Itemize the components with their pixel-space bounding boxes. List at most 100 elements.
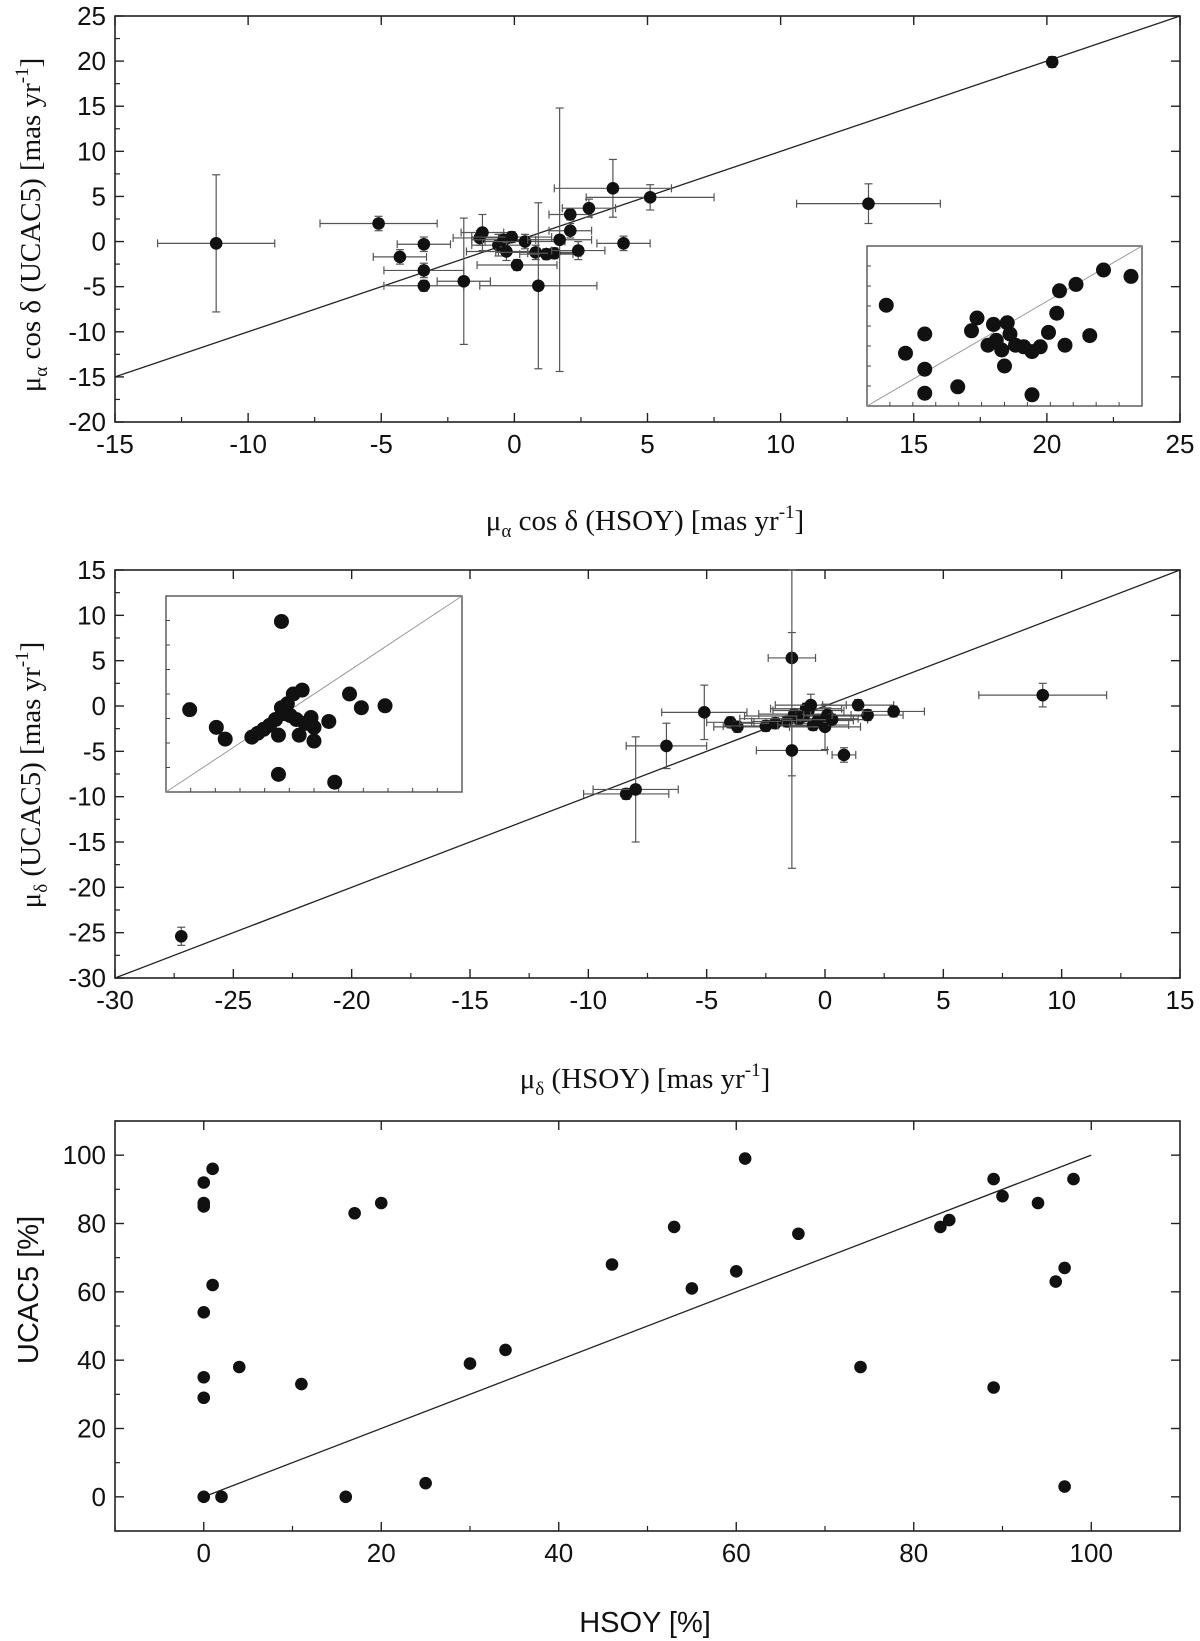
- chart-2-y-tick-label: 0: [92, 691, 106, 721]
- chart-1-x-tick-label: 10: [766, 429, 795, 459]
- chart-1-data-point: [582, 201, 596, 215]
- chart-3-data-point: [197, 1391, 211, 1405]
- chart-1-mu-alpha: -15 -10 -5 0 5 10 15 20 25-20-15-10-50510152025 …: [12, 1, 1194, 542]
- chart-2-data-point: [785, 744, 799, 757]
- chart-3-x-tick-label: 40: [544, 1538, 573, 1568]
- chart-3-data-point: [206, 1278, 219, 1292]
- chart-2-data-point: [837, 748, 851, 762]
- chart-3-y-tick-label: 80: [77, 1209, 106, 1239]
- chart-3-data-point: [685, 1282, 699, 1295]
- chart-2-data-point: [769, 716, 782, 730]
- chart-2-data-point: [887, 705, 900, 718]
- chart-1-inset-data-point: [1096, 262, 1111, 278]
- chart-1-data-point: [553, 233, 566, 247]
- chart-2-x-tick-label: -15: [451, 985, 489, 1015]
- chart-2-y-tick-label: -30: [68, 963, 106, 993]
- chart-1-inset-data-point: [1052, 283, 1067, 299]
- chart-3-x-tick-label: 100: [1070, 1538, 1113, 1568]
- chart-1-data-point: [617, 237, 630, 250]
- chart-1-data-point: [548, 246, 561, 260]
- chart-3-data-point: [197, 1196, 211, 1210]
- chart-2-y-tick-label: -25: [68, 918, 106, 948]
- chart-3-data-point: [605, 1258, 619, 1271]
- chart-2-inset: [165, 595, 463, 793]
- chart-1-data-point: [372, 217, 385, 230]
- chart-2-data-point: [174, 929, 188, 943]
- chart-3-x-axis-label: HSOY [%]: [579, 1607, 711, 1639]
- chart-1-y-tick-label: 25: [77, 1, 106, 31]
- chart-3-y-tick-label: 100: [63, 1140, 106, 1170]
- chart-1-y-tick-label: 5: [92, 181, 106, 211]
- chart-2-inset-data-point: [321, 713, 337, 729]
- chart-3-data-point: [197, 1490, 211, 1504]
- chart-3-data-point: [215, 1490, 228, 1504]
- chart-2-x-tick-label: -20: [333, 985, 371, 1015]
- chart-2-inset-data-point: [208, 719, 224, 735]
- chart-1-inset-data-point: [994, 342, 1010, 358]
- chart-2-x-axis-label: μδ (HSOY) [mas yr-1]: [520, 1060, 771, 1100]
- chart-1-inset-data-point: [1032, 339, 1048, 355]
- chart-1-y-tick-label: -15: [68, 362, 106, 392]
- chart-2-data-point: [804, 698, 818, 712]
- chart-1-data-point: [417, 279, 431, 293]
- chart-1-data-point: [862, 197, 875, 210]
- chart-2-x-tick-label: -25: [215, 985, 253, 1015]
- chart-1-inset-data-point: [969, 310, 985, 326]
- chart-1-inset-data-point: [917, 326, 933, 342]
- chart-1-x-axis-label: μα cos δ (HSOY) [mas yr-1]: [486, 502, 804, 542]
- chart-1-x-tick-label: 20: [1032, 429, 1061, 459]
- chart-2-inset-data-point: [353, 700, 369, 716]
- chart-1-data-point: [417, 237, 431, 251]
- chart-1-data-point: [417, 264, 431, 277]
- chart-1-data-point: [457, 274, 471, 288]
- chart-1-y-tick-label: 20: [77, 46, 106, 76]
- chart-2-x-tick-label: 0: [818, 985, 832, 1015]
- chart-2-inset-reference-line: [165, 595, 463, 793]
- chart-3-data-point: [854, 1360, 867, 1374]
- chart-3-data-point: [197, 1176, 211, 1189]
- chart-3-data-point: [729, 1265, 743, 1278]
- chart-2-x-tick-label: 15: [1166, 985, 1195, 1015]
- chart-1-inset-data-point: [1057, 337, 1073, 353]
- chart-2-mu-delta: -30 -25 -20 -15 -10 -5 0 5 10 15 -30 -25 -20 -15 -10 -5…: [12, 555, 1194, 1100]
- chart-3-data-point: [987, 1381, 1000, 1394]
- chart-3-data-point: [1031, 1196, 1045, 1210]
- chart-3-data-point: [942, 1213, 956, 1227]
- chart-2-inset-data-point: [291, 727, 307, 743]
- chart-1-inset-data-point: [1049, 305, 1065, 321]
- chart-1-y-tick-label: 15: [77, 91, 106, 121]
- chart-2-inset-data-point: [327, 774, 343, 790]
- chart-3-percent: 0 20 40 60 80 100 0 20 40 60 80 100 HSOY [%] UCAC5 …: [13, 1120, 1181, 1639]
- chart-1-x-tick-label: -15: [96, 429, 134, 459]
- chart-2-data-point: [619, 787, 633, 801]
- chart-2-inset-data-point: [306, 733, 322, 749]
- chart-2-y-tick-label: -10: [68, 782, 106, 812]
- chart-2-inset-data-point: [270, 727, 286, 743]
- chart-3-y-tick-label: 60: [77, 1277, 106, 1307]
- chart-3-y-axis-label: UCAC5 [%]: [13, 1216, 45, 1364]
- chart-1-data-point: [393, 250, 407, 264]
- chart-1-y-axis-label: μα cos δ (UCAC5) [mas yr-1]: [12, 58, 52, 393]
- chart-1-y-tick-label: -10: [68, 317, 106, 347]
- chart-3-data-point: [348, 1206, 361, 1220]
- chart-3-data-point: [738, 1152, 752, 1165]
- chart-1-x-tick-label: 5: [640, 429, 654, 459]
- chart-1-inset-data-point: [1123, 268, 1139, 284]
- chart-2-data-point: [1036, 688, 1050, 702]
- chart-1-data-point: [532, 279, 545, 293]
- chart-1-inset-data-point: [1024, 387, 1040, 403]
- chart-3-data-point: [1058, 1261, 1071, 1275]
- chart-3-data-point: [419, 1476, 432, 1490]
- chart-3-data-point: [339, 1490, 353, 1504]
- chart-1-y-tick-label: -5: [83, 272, 106, 302]
- chart-1-inset-data-point: [1068, 276, 1084, 292]
- chart-3-data-point: [667, 1220, 681, 1234]
- chart-2-data-point: [825, 713, 839, 726]
- chart-1-data-point: [643, 191, 657, 204]
- chart-1-y-tick-label: -20: [68, 407, 106, 437]
- chart-1-inset-data-point: [1002, 326, 1018, 342]
- chart-3-data-point: [934, 1220, 947, 1234]
- chart-1-inset-data-point: [964, 323, 979, 339]
- chart-2-data-point: [731, 720, 744, 734]
